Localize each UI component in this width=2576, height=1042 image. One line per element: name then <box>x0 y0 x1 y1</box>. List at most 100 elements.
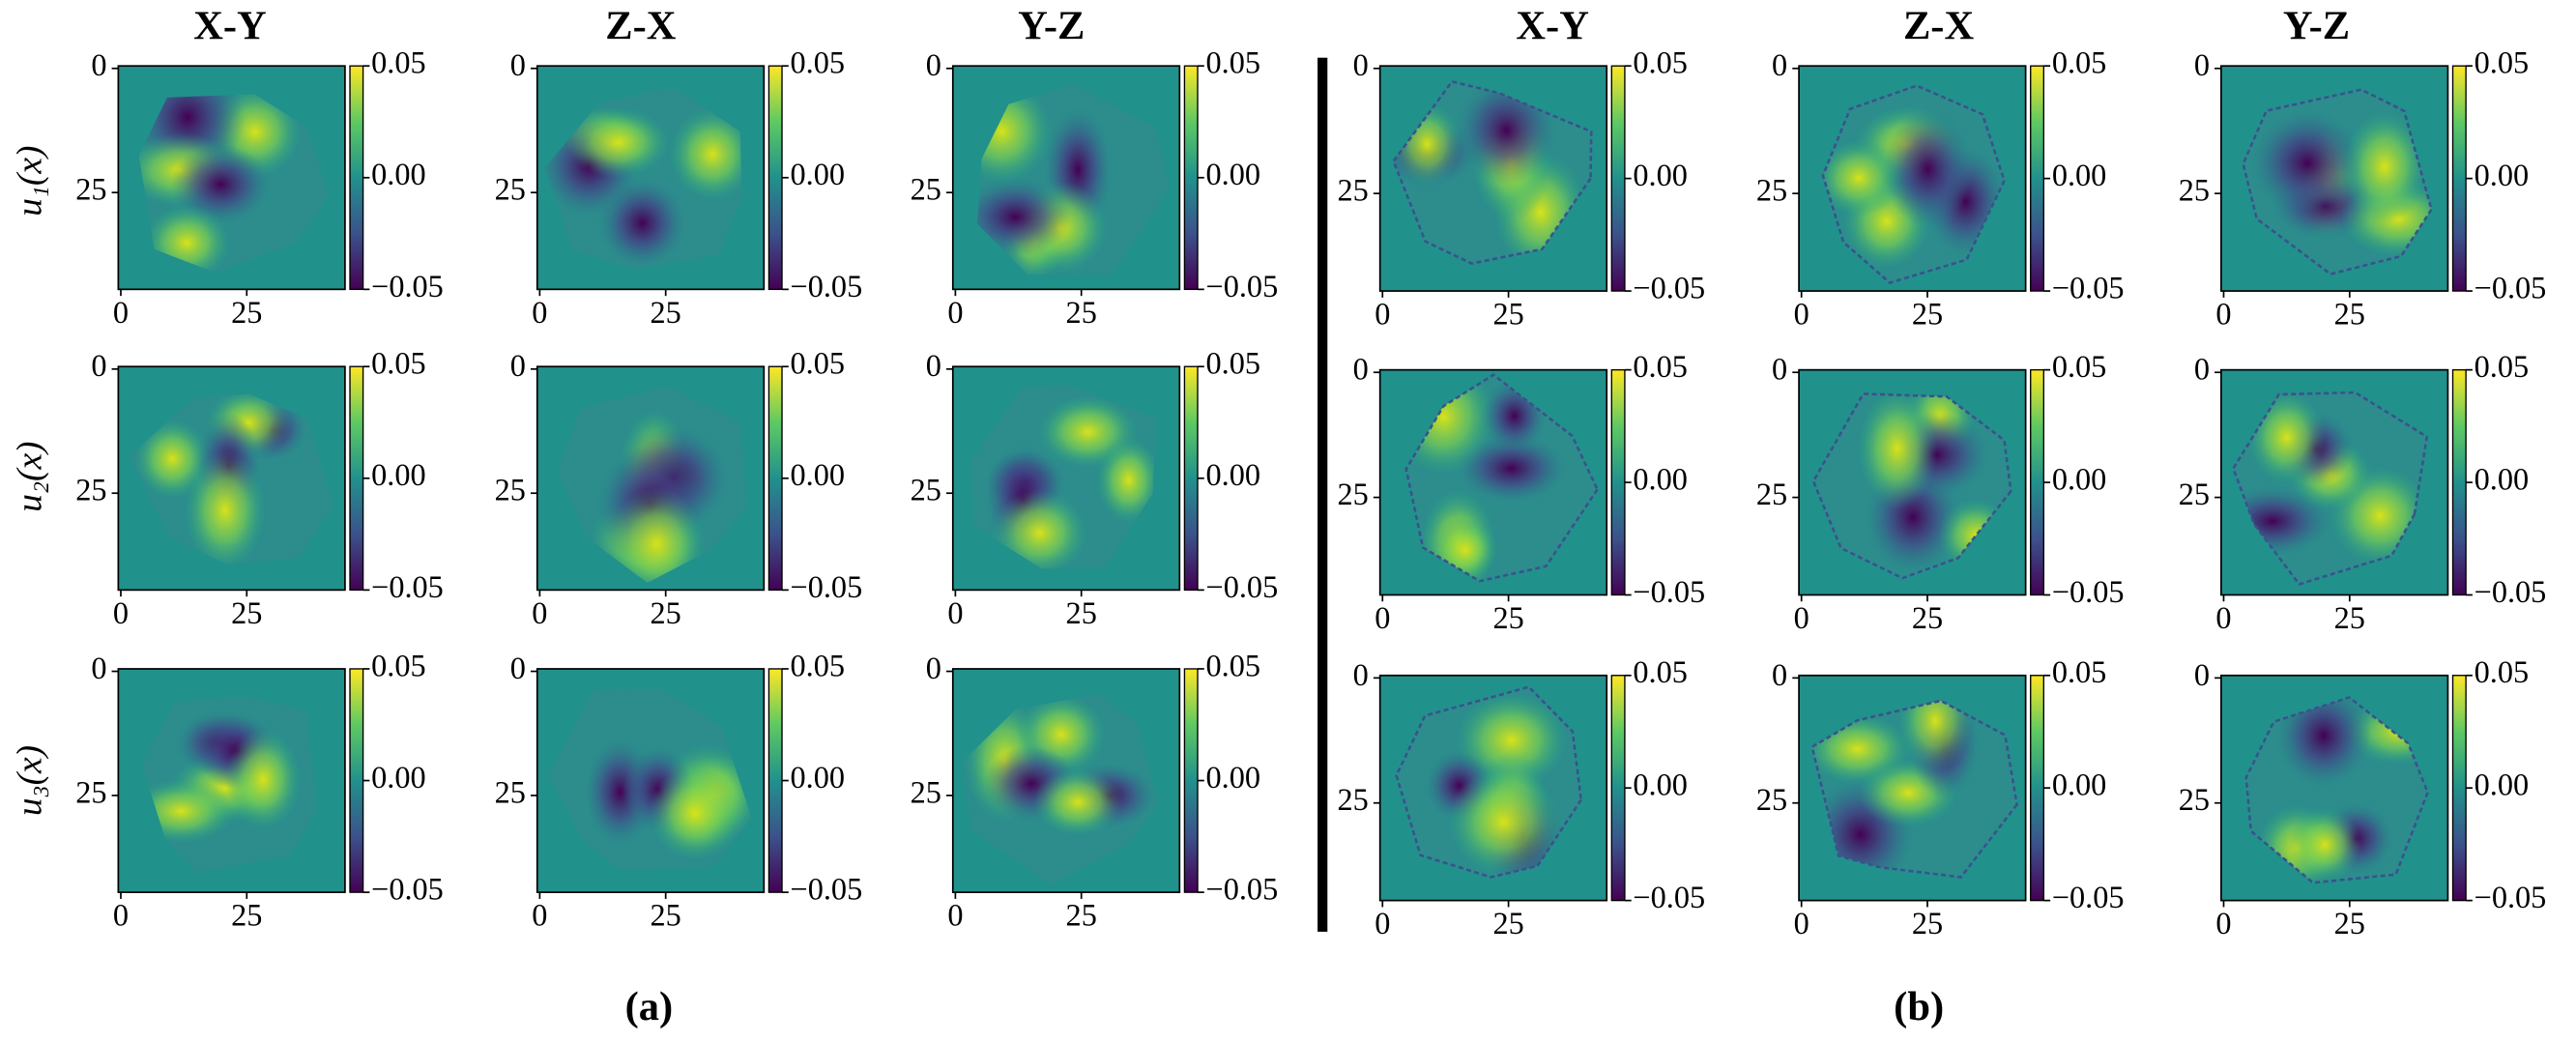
colorbar-tick-label: −0.05 <box>2475 574 2547 609</box>
colorbar-tick-label: 0.05 <box>2475 654 2530 689</box>
x-tick-label: 25 <box>1492 600 1523 635</box>
heatmap-frame <box>1378 674 1608 902</box>
colorbar-tick-label: 0.00 <box>371 157 426 191</box>
heatmap-field <box>1396 686 1581 878</box>
heatmap-field <box>1811 700 2017 878</box>
colorbar-tick-label: 0.00 <box>791 457 846 492</box>
x-tick-label: 25 <box>2334 297 2365 332</box>
colorbar <box>2030 65 2045 292</box>
y-tick-label: 0 <box>510 348 526 383</box>
x-tick-label: 25 <box>231 898 262 933</box>
column-title: X-Y <box>193 4 267 49</box>
heatmap-frame <box>117 65 346 291</box>
x-tick-label: 25 <box>2334 906 2365 941</box>
heatmap-frame <box>2220 368 2449 596</box>
colorbar-tick-label: −0.05 <box>2475 880 2547 914</box>
field-blob <box>2288 807 2361 883</box>
field-blob <box>2342 110 2427 224</box>
column-title: Z-X <box>1903 4 1974 49</box>
heatmap-frame <box>951 668 1181 893</box>
colorbar-tick-label: 0.05 <box>2475 349 2530 384</box>
colorbar-tick-label: −0.05 <box>1633 574 1705 609</box>
colorbar <box>2451 65 2467 292</box>
heatmap-panel: 0 0 25 25 0.05 0.00 −0.05 <box>1756 654 2125 941</box>
x-tick-label: 0 <box>2215 906 2231 941</box>
field-edge <box>1392 79 1593 266</box>
colorbar <box>1183 65 1199 291</box>
y-tick-label: 0 <box>1772 657 1787 692</box>
x-tick-label: 25 <box>651 595 681 630</box>
heatmap-panel: 0 0 25 25 0.05 0.00 −0.05 <box>911 648 1279 932</box>
colorbar <box>349 668 364 893</box>
colorbar-tick-label: 0.00 <box>1206 457 1261 492</box>
field-blob <box>566 106 671 178</box>
field-edge <box>1810 699 2018 879</box>
y-tick-label: 25 <box>1756 782 1787 817</box>
colorbar-tick-label: 0.05 <box>1633 349 1688 384</box>
x-tick-label: 0 <box>947 898 963 933</box>
field-blob <box>1897 700 1973 772</box>
heatmap-frame <box>1798 65 2027 292</box>
heatmap-panel: 0 0 25 25 0.05 0.00 −0.05 <box>75 45 444 330</box>
x-tick-label: 0 <box>113 595 129 630</box>
y-tick-label: 0 <box>926 651 941 685</box>
heatmap-frame <box>1798 674 2027 902</box>
colorbar-tick-label: 0.00 <box>1633 767 1688 802</box>
heatmap-frame <box>117 365 346 592</box>
heatmap-frame <box>535 668 766 893</box>
colorbar-tick-label: −0.05 <box>1633 270 1705 304</box>
x-tick-label: 0 <box>947 595 963 630</box>
panel-label: (a) <box>625 984 674 1029</box>
column-title: X-Y <box>1516 4 1589 49</box>
colorbar <box>767 668 783 893</box>
field-blob <box>1822 139 1902 217</box>
y-tick-label: 0 <box>1353 657 1369 692</box>
separator <box>1317 57 1328 932</box>
colorbar-tick-label: 0.05 <box>371 648 426 682</box>
heatmap-frame <box>951 65 1181 291</box>
y-tick-label: 25 <box>75 774 106 809</box>
field-blob <box>597 178 686 269</box>
x-tick-label: 25 <box>1066 295 1097 330</box>
heatmap-field <box>138 94 329 273</box>
y-tick-label: 25 <box>911 473 941 507</box>
panel-label: (b) <box>1894 984 1944 1029</box>
field-blob <box>225 728 302 831</box>
colorbar <box>1183 365 1199 592</box>
colorbar <box>2451 368 2467 596</box>
heatmap-panel: 0 0 25 25 0.05 0.00 −0.05 <box>2179 349 2547 635</box>
field-blob <box>668 107 742 201</box>
x-tick-label: 25 <box>1066 898 1097 933</box>
colorbar-tick-label: −0.05 <box>2052 880 2125 914</box>
heatmap-field <box>141 695 317 873</box>
row-label: u₁(x) <box>11 146 50 217</box>
colorbar <box>2030 675 2045 902</box>
x-tick-label: 0 <box>532 898 547 933</box>
field-edge <box>1404 373 1599 583</box>
x-tick-label: 0 <box>1375 600 1390 635</box>
heatmap-panel: 0 0 25 25 0.05 0.00 −0.05 <box>75 346 444 630</box>
x-tick-label: 25 <box>231 295 262 330</box>
heatmap-panel: 0 0 25 25 0.05 0.00 −0.05 <box>495 648 863 932</box>
field-edge <box>1821 84 2006 284</box>
colorbar-tick-label: 0.05 <box>1633 654 1688 689</box>
field-edge <box>2242 88 2433 275</box>
colorbar-tick-label: 0.00 <box>1633 158 1688 192</box>
colorbar-tick-label: 0.05 <box>2052 654 2107 689</box>
row-label: u₂(x) <box>11 442 50 512</box>
colorbar-tick-label: 0.05 <box>2052 349 2107 384</box>
colorbar-tick-label: −0.05 <box>1206 872 1279 907</box>
y-tick-label: 0 <box>2194 657 2210 692</box>
colorbar <box>2030 368 2045 596</box>
colorbar-tick-label: −0.05 <box>2052 574 2125 609</box>
y-tick-label: 0 <box>2194 47 2210 82</box>
colorbar-tick-label: 0.00 <box>1206 157 1261 191</box>
colorbar <box>2451 675 2467 902</box>
colorbar-tick-label: 0.00 <box>1633 461 1688 496</box>
colorbar-tick-label: 0.05 <box>2052 45 2107 80</box>
field-blob <box>1032 767 1123 837</box>
x-tick-label: 25 <box>651 898 681 933</box>
colorbar-tick-label: 0.00 <box>791 760 846 795</box>
field-edge <box>2244 696 2429 884</box>
heatmap-panel: 0 0 25 25 0.05 0.00 −0.05 <box>495 45 863 330</box>
